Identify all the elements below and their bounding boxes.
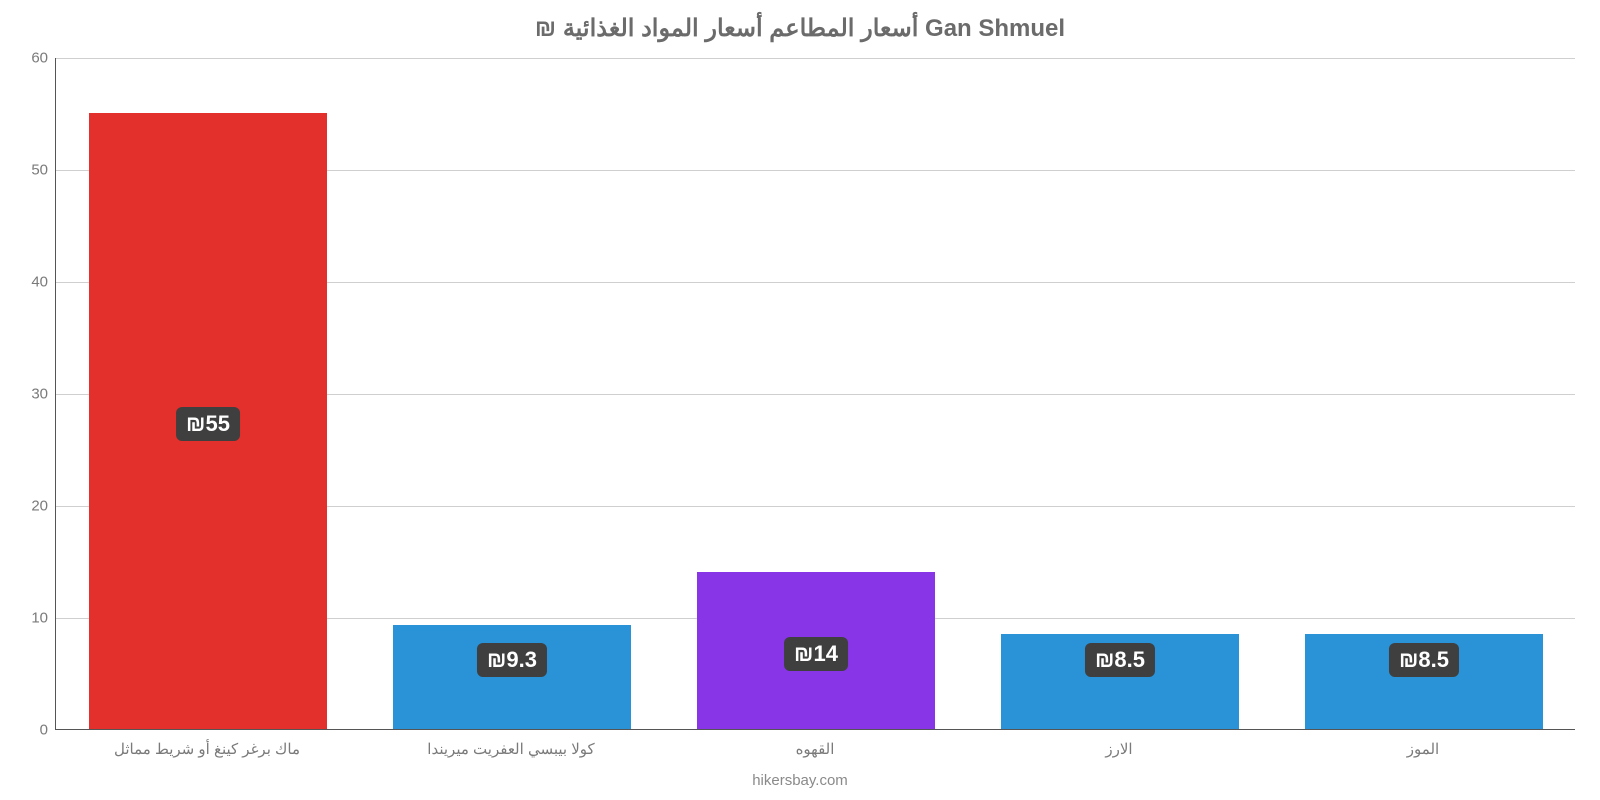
y-axis-tick-label: 30 — [8, 386, 48, 403]
y-axis-tick-label: 20 — [8, 498, 48, 515]
plot-area: ₪55 ₪9.3 ₪14 ₪8.5 ₪8.5 — [55, 58, 1575, 730]
x-axis-tick-label: ماك برغر كينغ أو شريط مماثل — [114, 740, 300, 758]
chart-container: ₪ أسعار المطاعم أسعار المواد الغذائية Ga… — [0, 0, 1600, 800]
x-axis-tick-label: الارز — [1105, 740, 1132, 758]
chart-title: ₪ أسعار المطاعم أسعار المواد الغذائية Ga… — [0, 14, 1600, 43]
x-axis-tick-label: الموز — [1407, 740, 1439, 758]
y-axis-tick-label: 40 — [8, 274, 48, 291]
gridline — [56, 58, 1575, 59]
value-badge: ₪55 — [176, 407, 240, 441]
x-axis-tick-label: القهوه — [796, 740, 835, 758]
y-axis-tick-label: 60 — [8, 50, 48, 67]
value-badge: ₪9.3 — [477, 643, 547, 677]
value-badge: ₪8.5 — [1085, 643, 1155, 677]
y-axis-tick-label: 0 — [8, 722, 48, 739]
value-badge: ₪14 — [784, 637, 848, 671]
x-axis-tick-label: كولا بيبسي العفريت ميريندا — [427, 740, 594, 758]
y-axis-tick-label: 10 — [8, 610, 48, 627]
value-badge: ₪8.5 — [1389, 643, 1459, 677]
y-axis-tick-label: 50 — [8, 162, 48, 179]
chart-footer: hikersbay.com — [0, 772, 1600, 789]
